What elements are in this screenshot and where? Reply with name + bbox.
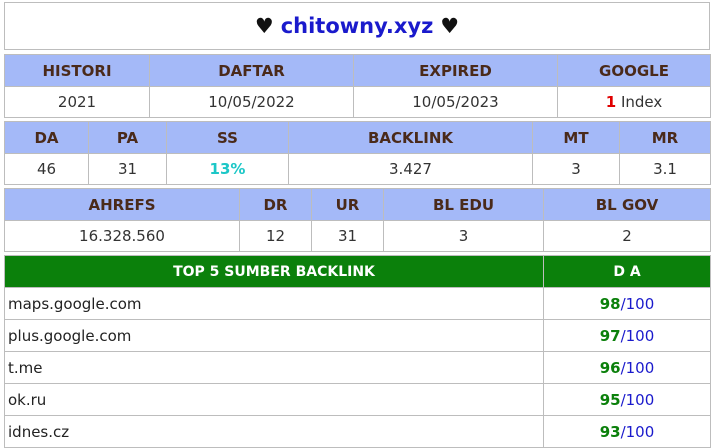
value-mt: 3 — [532, 153, 620, 185]
header-dr: DR — [239, 188, 312, 221]
value-ss: 13% — [166, 153, 289, 185]
heart-icon: ♥ — [440, 14, 460, 38]
da-separator: / — [620, 358, 626, 377]
da-max: 100 — [625, 326, 655, 345]
da-max: 100 — [625, 358, 655, 377]
top-backlinks-table: TOP 5 SUMBER BACKLINK D A maps.google.co… — [4, 255, 711, 448]
da-value: 95 — [599, 390, 621, 409]
header-bl-edu: BL EDU — [383, 188, 544, 221]
backlink-da: 95/100 — [543, 383, 711, 416]
header-top-sources: TOP 5 SUMBER BACKLINK — [4, 255, 544, 288]
header-daftar: DAFTAR — [149, 54, 354, 87]
header-histori: HISTORI — [4, 54, 150, 87]
da-value: 96 — [599, 358, 621, 377]
da-value: 98 — [599, 294, 621, 313]
da-separator: / — [620, 294, 626, 313]
da-separator: / — [620, 390, 626, 409]
da-max: 100 — [625, 390, 655, 409]
value-expired: 10/05/2023 — [353, 86, 558, 118]
backlink-da: 93/100 — [543, 415, 711, 448]
backlink-source: maps.google.com — [4, 287, 544, 320]
site-title-box: ♥ chitowny.xyz ♥ — [4, 2, 710, 50]
value-bl-gov: 2 — [543, 220, 711, 252]
da-separator: / — [620, 326, 626, 345]
da-max: 100 — [625, 294, 655, 313]
header-ss: SS — [166, 121, 289, 154]
value-histori: 2021 — [4, 86, 150, 118]
header-expired: EXPIRED — [353, 54, 558, 87]
da-max: 100 — [625, 422, 655, 441]
header-ur: UR — [311, 188, 384, 221]
value-da: 46 — [4, 153, 89, 185]
backlink-da: 97/100 — [543, 319, 711, 352]
value-bl-edu: 3 — [383, 220, 544, 252]
da-separator: / — [620, 422, 626, 441]
header-mr: MR — [619, 121, 711, 154]
table-row: plus.google.com 97/100 — [4, 319, 711, 352]
backlink-source: plus.google.com — [4, 319, 544, 352]
header-mt: MT — [532, 121, 620, 154]
table-row: t.me 96/100 — [4, 351, 711, 384]
value-mr: 3.1 — [619, 153, 711, 185]
header-google: GOOGLE — [557, 54, 711, 87]
value-dr: 12 — [239, 220, 312, 252]
backlink-source: t.me — [4, 351, 544, 384]
table-row: maps.google.com 98/100 — [4, 287, 711, 320]
value-ur: 31 — [311, 220, 384, 252]
domain-name: chitowny.xyz — [280, 14, 434, 38]
value-daftar: 10/05/2022 — [149, 86, 354, 118]
table-row: idnes.cz 93/100 — [4, 415, 711, 448]
header-backlink: BACKLINK — [288, 121, 533, 154]
value-google: 1 Index — [557, 86, 711, 118]
table-row: ok.ru 95/100 — [4, 383, 711, 416]
header-backlink-da: D A — [543, 255, 711, 288]
google-index-count: 1 — [605, 93, 617, 111]
backlink-source: ok.ru — [4, 383, 544, 416]
value-backlink: 3.427 — [288, 153, 533, 185]
authority-table: DA PA SS BACKLINK MT MR 46 31 13% 3.427 … — [4, 121, 711, 185]
registration-table: HISTORI DAFTAR EXPIRED GOOGLE 2021 10/05… — [4, 54, 711, 118]
ahrefs-table: AHREFS DR UR BL EDU BL GOV 16.328.560 12… — [4, 188, 711, 252]
heart-icon: ♥ — [254, 14, 274, 38]
da-value: 93 — [599, 422, 621, 441]
header-ahrefs: AHREFS — [4, 188, 240, 221]
da-value: 97 — [599, 326, 621, 345]
header-da: DA — [4, 121, 89, 154]
value-pa: 31 — [88, 153, 167, 185]
header-bl-gov: BL GOV — [543, 188, 711, 221]
backlink-da: 98/100 — [543, 287, 711, 320]
backlink-da: 96/100 — [543, 351, 711, 384]
header-pa: PA — [88, 121, 167, 154]
backlink-source: idnes.cz — [4, 415, 544, 448]
google-index-label: Index — [620, 93, 663, 111]
value-ahrefs: 16.328.560 — [4, 220, 240, 252]
